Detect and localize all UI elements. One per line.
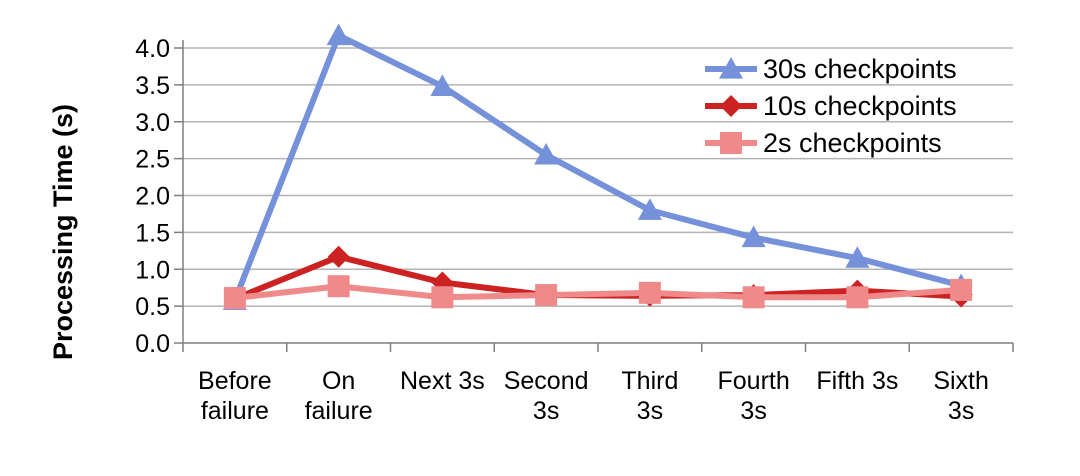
legend-label: 2s checkpoints xyxy=(763,128,942,158)
x-tick-label-line: 3s xyxy=(637,397,663,425)
y-tick-label: 3.0 xyxy=(135,109,170,137)
x-tick-label: Third 3s xyxy=(621,367,678,425)
x-tick-label-line: 3s xyxy=(740,397,766,425)
x-tick-label-line: Fifth 3s xyxy=(816,367,898,395)
x-tick-label: Fifth 3s xyxy=(816,367,898,395)
axes xyxy=(174,40,1014,352)
y-tick-label: 0.0 xyxy=(135,330,170,358)
data-point xyxy=(327,245,350,268)
legend-label: 30s checkpoints xyxy=(763,54,957,84)
y-tick-labels: 0.0 0.5 1.0 1.5 2.0 2.5 3.0 3.5 4.0 xyxy=(135,35,170,358)
y-tick-label: 1.5 xyxy=(135,219,170,247)
y-tick-label: 4.0 xyxy=(135,35,170,63)
y-tick-label: 2.0 xyxy=(135,183,170,211)
legend: 30s checkpoints 10s checkpoints 2s checkpo… xyxy=(705,54,957,158)
data-point xyxy=(742,286,765,309)
series-line xyxy=(231,32,965,304)
x-tick-label-line: 3s xyxy=(533,397,559,425)
x-tick-label: Second 3s xyxy=(504,367,589,425)
legend-marker xyxy=(720,132,742,154)
series-lines xyxy=(222,23,974,310)
data-point xyxy=(845,246,870,268)
legend-item-3: 2s checkpoints xyxy=(705,128,942,158)
data-point xyxy=(327,275,350,298)
x-tick-label-line: failure xyxy=(305,397,373,425)
legend-item-2: 10s checkpoints xyxy=(705,91,957,121)
data-point xyxy=(741,225,766,248)
data-point xyxy=(223,287,246,310)
x-tick-label: Next 3s xyxy=(400,367,485,395)
legend-label: 10s checkpoints xyxy=(763,91,957,121)
data-point xyxy=(535,284,558,307)
data-point xyxy=(431,286,454,309)
data-point xyxy=(326,23,351,46)
x-tick-label-line: Before xyxy=(198,367,272,395)
x-tick-label-line: Second xyxy=(504,367,589,395)
x-tick-label-line: Next 3s xyxy=(400,367,485,395)
data-point xyxy=(846,286,869,309)
x-tick-label: On failure xyxy=(305,367,373,425)
y-tick-label: 2.5 xyxy=(135,146,170,174)
data-point xyxy=(638,281,661,304)
x-tick-label-line: 3s xyxy=(948,397,974,425)
x-tick-label-line: On xyxy=(322,367,355,395)
data-point xyxy=(637,198,662,220)
data-point xyxy=(534,142,559,165)
y-tick-label: 0.5 xyxy=(135,293,170,321)
legend-marker xyxy=(719,57,743,79)
y-tick-label: 1.0 xyxy=(135,256,170,284)
series-3 xyxy=(223,275,973,310)
x-tick-label-line: Fourth xyxy=(717,367,789,395)
x-tick-label: Before failure xyxy=(198,367,272,425)
x-tick-label-line: failure xyxy=(201,397,269,425)
x-tick-label: Fourth 3s xyxy=(717,367,789,425)
legend-marker xyxy=(720,95,742,117)
legend-item-1: 30s checkpoints xyxy=(705,54,957,84)
y-axis-label: Processing Time (s) xyxy=(48,104,78,360)
data-point xyxy=(430,74,455,96)
series-line xyxy=(231,283,965,302)
x-tick-label: Sixth 3s xyxy=(933,367,989,425)
data-point xyxy=(950,278,973,301)
x-tick-label-line: Third xyxy=(621,367,678,395)
y-tick-label: 3.5 xyxy=(135,72,170,100)
x-tick-label-line: Sixth xyxy=(933,367,989,395)
